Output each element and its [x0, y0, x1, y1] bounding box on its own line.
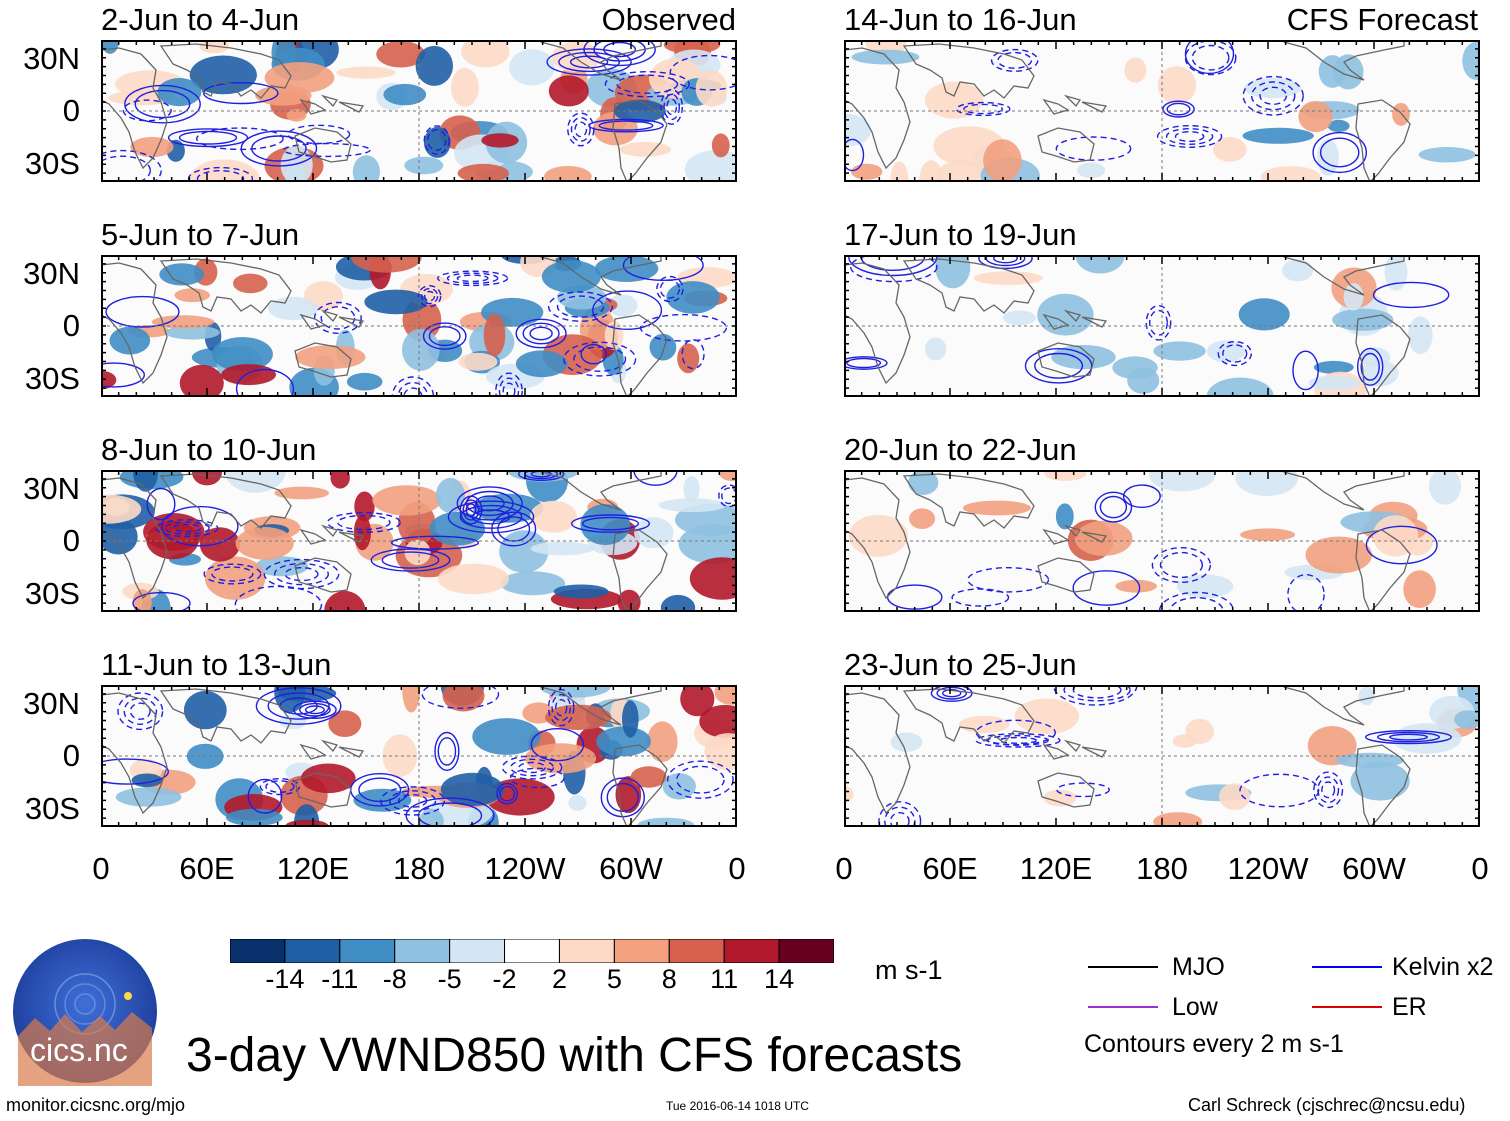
- legend-label-low: Low: [1172, 993, 1218, 1021]
- panel-title: 23-Jun to 25-Jun: [844, 647, 1077, 682]
- lon-label: 120W: [484, 851, 566, 886]
- footer-url: monitor.cicsnc.org/mjo: [6, 1095, 186, 1115]
- lon-label: 180: [1136, 851, 1188, 886]
- panel-title: 14-Jun to 16-Jun: [844, 2, 1077, 37]
- lat-label: 30S: [24, 791, 80, 826]
- colorbar: [229, 938, 835, 968]
- colorbar-swatch: [558, 938, 615, 964]
- map-panel: [844, 40, 1480, 182]
- legend-label-er: ER: [1392, 993, 1427, 1021]
- lat-label: 30N: [23, 256, 80, 291]
- logo-text: cics.nc: [30, 1032, 128, 1068]
- lon-label: 0: [92, 851, 110, 886]
- panel-title: 5-Jun to 7-Jun: [101, 217, 300, 252]
- colorbar-swatch: [284, 938, 341, 964]
- footer-timestamp: Tue 2016-06-14 1018 UTC: [666, 1099, 809, 1113]
- colorbar-label: 8: [661, 964, 677, 994]
- panel-title: 8-Jun to 10-Jun: [101, 432, 317, 467]
- colorbar-swatch: [229, 938, 286, 964]
- colorbar-swatch: [778, 938, 835, 964]
- lon-label: 60W: [1342, 851, 1406, 886]
- map-panel: [844, 470, 1480, 612]
- cics-logo: cics.nc: [10, 936, 160, 1086]
- colorbar-label: 14: [764, 964, 795, 994]
- lat-label: 0: [62, 738, 80, 773]
- lat-label: 30S: [24, 576, 80, 611]
- lat-label: 30S: [24, 361, 80, 396]
- lat-label: 30N: [23, 41, 80, 76]
- colorbar-label: -2: [492, 964, 517, 994]
- map-panel: [844, 685, 1480, 827]
- legend-line-kelvin: [1312, 966, 1382, 968]
- colorbar-label: 5: [606, 964, 622, 994]
- panel-title: 11-Jun to 13-Jun: [101, 647, 332, 682]
- panel-title: 17-Jun to 19-Jun: [844, 217, 1077, 252]
- lat-label: 30N: [23, 686, 80, 721]
- observed-label: Observed: [601, 2, 736, 37]
- forecast-label: CFS Forecast: [1286, 2, 1478, 37]
- lat-label: 0: [62, 523, 80, 558]
- panel-title: 20-Jun to 22-Jun: [844, 432, 1077, 467]
- lon-label: 60E: [179, 851, 235, 886]
- map-panel: [101, 40, 737, 182]
- map-panel: [101, 470, 737, 612]
- lon-label: 60E: [922, 851, 978, 886]
- map-panel: [101, 255, 737, 397]
- colorbar-swatch: [449, 938, 506, 964]
- lon-label: 0: [1471, 851, 1489, 886]
- colorbar-swatch: [504, 938, 560, 964]
- lat-label: 0: [62, 308, 80, 343]
- colorbar-swatch: [394, 938, 451, 964]
- colorbar-swatch: [339, 938, 396, 964]
- main-title: 3-day VWND850 with CFS forecasts: [186, 1029, 963, 1082]
- lon-label: 120W: [1227, 851, 1309, 886]
- lon-label: 60W: [599, 851, 663, 886]
- map-panel: [844, 255, 1480, 397]
- colorbar-label: 11: [710, 964, 739, 994]
- legend-line-mjo: [1088, 966, 1158, 968]
- lon-label: 0: [728, 851, 746, 886]
- lon-label: 0: [835, 851, 853, 886]
- lat-label: 0: [62, 93, 80, 128]
- colorbar-label: -14: [265, 964, 305, 994]
- legend-note: Contours every 2 m s-1: [1084, 1030, 1344, 1058]
- lon-label: 120E: [1019, 851, 1093, 886]
- footer-author: Carl Schreck (cjschrec@ncsu.edu): [1188, 1095, 1466, 1115]
- colorbar-swatch: [668, 938, 725, 964]
- colorbar-label: -11: [321, 964, 359, 994]
- colorbar-swatch: [613, 938, 670, 964]
- lon-label: 120E: [276, 851, 350, 886]
- legend-line-low: [1088, 1006, 1158, 1008]
- lat-label: 30S: [24, 146, 80, 181]
- colorbar-label: 2: [551, 964, 567, 994]
- colorbar-swatch: [723, 938, 780, 964]
- legend-label-kelvin: Kelvin x2: [1392, 953, 1494, 981]
- lat-label: 30N: [23, 471, 80, 506]
- colorbar-label: -5: [437, 964, 462, 994]
- legend-label-mjo: MJO: [1172, 953, 1225, 981]
- lon-label: 180: [393, 851, 445, 886]
- colorbar-units: m s-1: [875, 955, 943, 985]
- panel-title: 2-Jun to 4-Jun: [101, 2, 300, 37]
- legend-line-er: [1312, 1006, 1382, 1008]
- colorbar-label: -8: [382, 964, 407, 994]
- map-panel: [101, 685, 737, 827]
